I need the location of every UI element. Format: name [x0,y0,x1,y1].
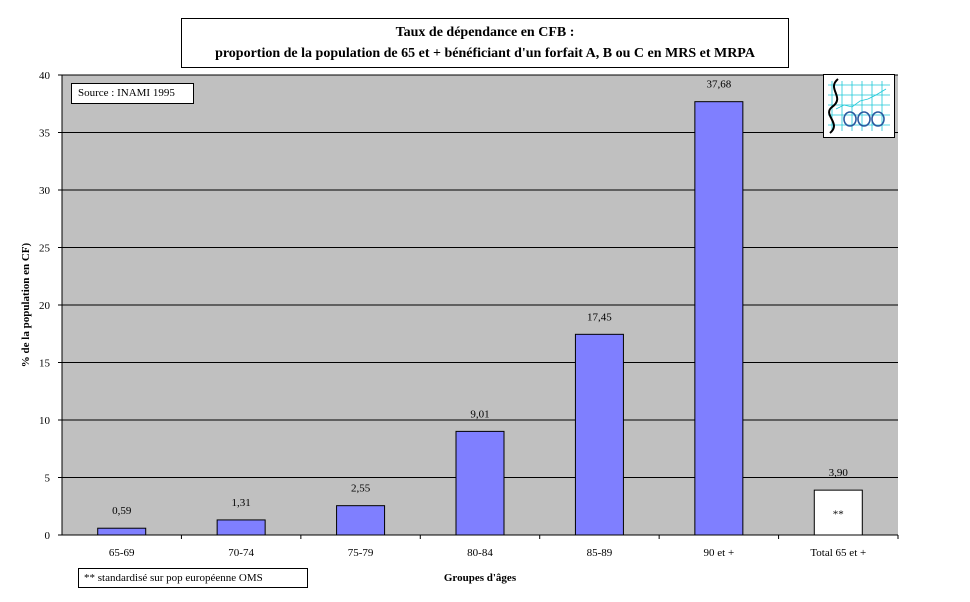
y-tick-label: 0 [45,530,51,542]
data-label: 2,55 [351,483,371,495]
bar [455,430,505,536]
y-tick-label: 40 [39,70,51,82]
data-label: 17,45 [587,311,612,323]
data-label: 1,31 [232,497,251,509]
y-tick-label: 20 [39,300,51,312]
x-axis-title: Groupes d'âges [444,572,517,584]
bar-inner-label: ** [833,509,844,521]
chart-title-box: Taux de dépendance en CFB : proportion d… [181,18,789,68]
bar [694,101,744,536]
y-tick-label: 15 [39,358,51,370]
x-category-label: 65-69 [109,547,135,559]
bar [813,489,863,536]
x-axis-categories: 65-69 70-74 75-79 80-84 85-89 90 et + Total 65… [109,535,899,559]
logo-icon [823,74,895,138]
bar [97,527,147,536]
bars [97,101,863,536]
gridlines [62,74,898,478]
x-category-label: 90 et + [704,547,735,559]
chart-subtitle: proportion de la population de 65 et + b… [215,46,755,61]
y-tick-label: 10 [39,415,51,427]
bar [574,333,624,536]
y-tick-label: 25 [39,243,51,255]
data-label: 37,68 [706,79,731,91]
source-note: Source : INAMI 1995 [71,83,194,104]
data-label: 0,59 [112,505,132,517]
bar [336,505,386,536]
x-category-label: 70-74 [228,547,254,559]
bar [216,519,266,536]
y-axis-title: % de la population en CF) [20,242,32,367]
chart-title: Taux de dépendance en CFB : [395,25,575,40]
y-tick-label: 5 [45,473,51,485]
data-label: 3,90 [829,467,849,479]
y-axis-ticks: 0 5 10 15 20 25 30 35 40 [39,70,62,542]
footnote: ** standardisé sur pop européenne OMS [78,568,308,588]
x-category-label: 80-84 [467,547,493,559]
x-category-label: 85-89 [587,547,613,559]
y-tick-label: 35 [39,128,51,140]
y-tick-label: 30 [39,185,51,197]
x-category-label: Total 65 et + [810,547,866,559]
data-labels: 0,59 1,31 2,55 9,01 17,45 37,68 3,90 ** [112,79,848,521]
x-category-label: 75-79 [348,547,374,559]
data-label: 9,01 [470,408,489,420]
